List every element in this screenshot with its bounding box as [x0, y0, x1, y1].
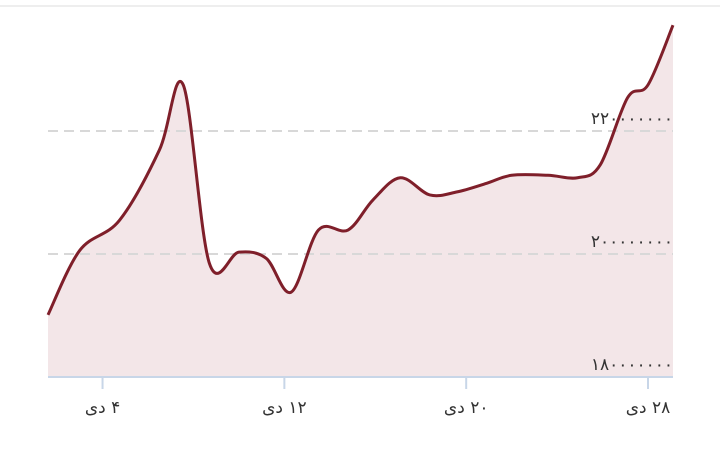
x-tick-label: ۲۸ دی [626, 398, 671, 418]
x-tick-label: ۴ دی [85, 398, 120, 418]
x-tick-label: ۲۰ دی [444, 398, 489, 418]
y-tick-label: ۱۸۰۰۰۰۰۰۰ [591, 355, 673, 375]
x-tick-label: ۱۲ دی [262, 398, 307, 418]
area-fill [48, 25, 673, 377]
line [46, 24, 675, 316]
y-tick-label: ۲۲۰۰۰۰۰۰۰ [591, 109, 673, 129]
y-tick-label: ۲۰۰۰۰۰۰۰۰ [591, 232, 673, 252]
